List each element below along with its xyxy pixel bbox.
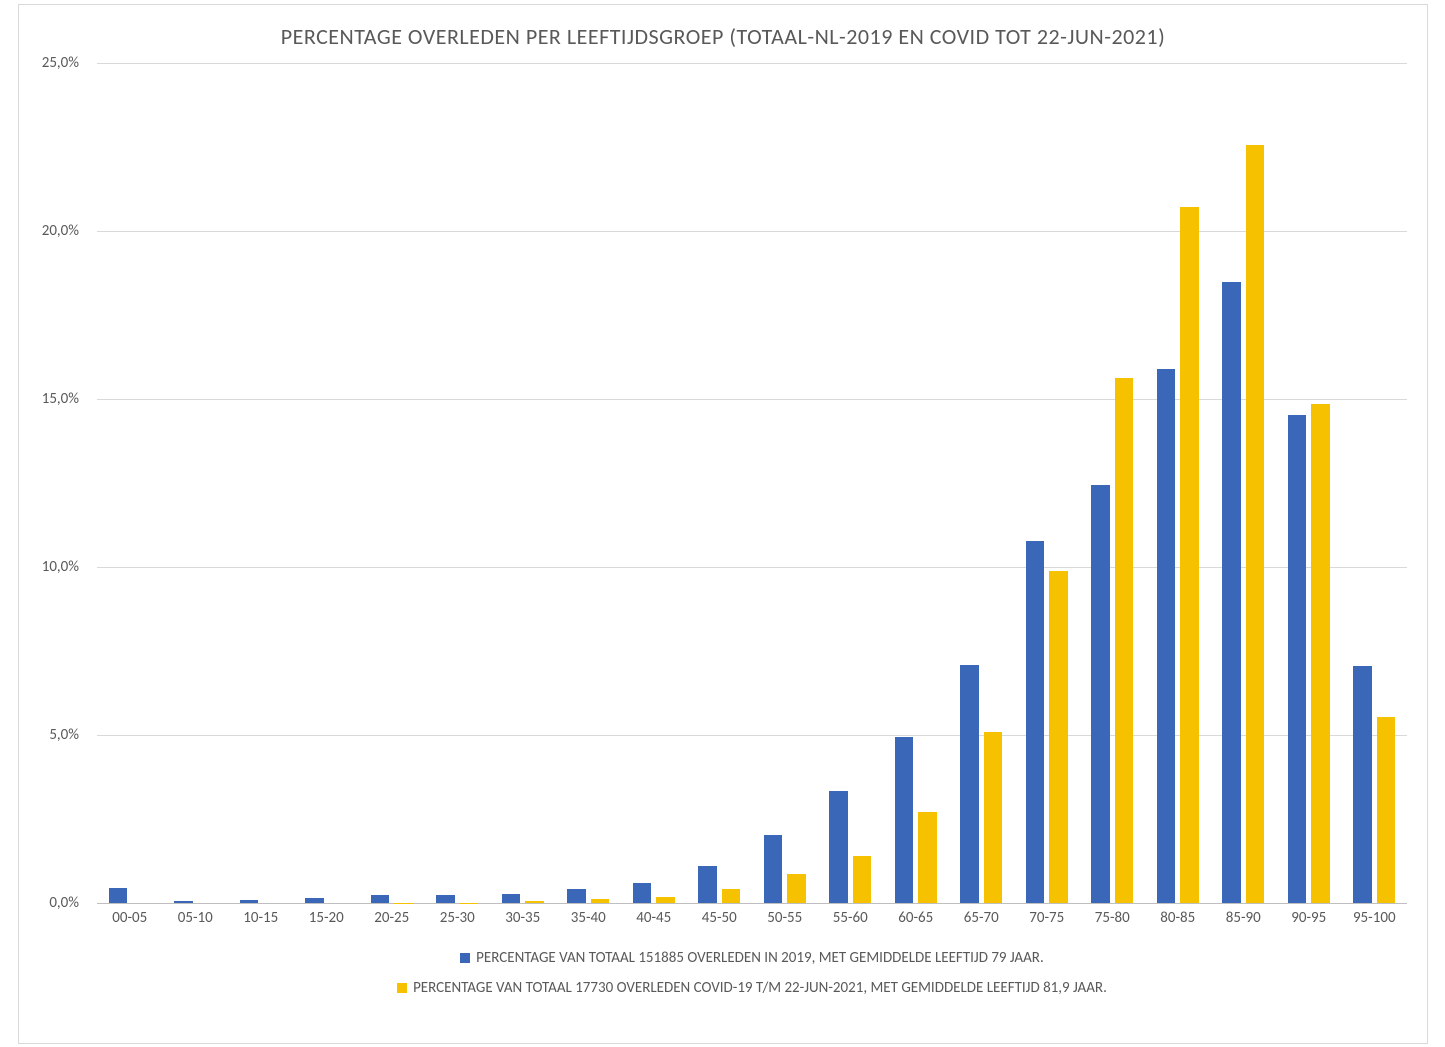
- x-tick-label: 05-10: [178, 909, 213, 927]
- bar-series2: [1311, 404, 1329, 903]
- legend-swatch: [460, 953, 470, 963]
- chart-container: PERCENTAGE OVERLEDEN PER LEEFTIJDSGROEP …: [18, 4, 1428, 1044]
- bar-series1: [240, 900, 258, 903]
- x-tick-label: 20-25: [374, 909, 409, 927]
- bar-series2: [918, 812, 936, 903]
- y-axis-labels: 0,0%5,0%10,0%15,0%20,0%25,0%: [19, 63, 89, 903]
- x-tick-label: 65-70: [964, 909, 999, 927]
- bar-series1: [764, 835, 782, 903]
- bar-series1: [1091, 485, 1109, 903]
- legend-item: PERCENTAGE VAN TOTAAL 151885 OVERLEDEN I…: [97, 949, 1407, 967]
- legend-label: PERCENTAGE VAN TOTAAL 151885 OVERLEDEN I…: [476, 949, 1044, 967]
- x-tick-label: 40-45: [636, 909, 671, 927]
- axis-baseline: [97, 903, 1407, 904]
- bar-series1: [174, 901, 192, 903]
- bar-series2: [656, 897, 674, 903]
- bar-series2: [722, 889, 740, 903]
- x-tick-label: 60-65: [898, 909, 933, 927]
- y-tick-label: 0,0%: [49, 894, 79, 912]
- legend: PERCENTAGE VAN TOTAAL 151885 OVERLEDEN I…: [97, 949, 1407, 1009]
- bar-series2: [1115, 378, 1133, 903]
- bar-series1: [371, 895, 389, 903]
- bar-series1: [829, 791, 847, 903]
- bar-series2: [1049, 571, 1067, 903]
- x-tick-label: 55-60: [833, 909, 868, 927]
- bar-series2: [984, 732, 1002, 903]
- bar-series2: [1246, 145, 1264, 903]
- x-tick-label: 00-05: [112, 909, 147, 927]
- x-tick-label: 15-20: [309, 909, 344, 927]
- x-tick-label: 35-40: [571, 909, 606, 927]
- legend-swatch: [397, 983, 407, 993]
- bar-series1: [1026, 541, 1044, 903]
- bars-layer: [97, 63, 1407, 903]
- x-axis-labels: 00-05 05-10 10-15 15-20 20-25 25-30 30-35 35-40…: [97, 909, 1407, 933]
- chart-title: PERCENTAGE OVERLEDEN PER LEEFTIJDSGROEP …: [19, 5, 1427, 60]
- bar-series1: [1222, 282, 1240, 903]
- bar-series1: [305, 898, 323, 903]
- x-tick-label: 70-75: [1029, 909, 1064, 927]
- bar-series1: [960, 665, 978, 903]
- legend-item: PERCENTAGE VAN TOTAAL 17730 OVERLEDEN CO…: [97, 979, 1407, 997]
- bar-series2: [853, 856, 871, 903]
- y-tick-label: 5,0%: [49, 726, 79, 744]
- bar-series1: [633, 883, 651, 903]
- bar-series1: [895, 737, 913, 903]
- bar-series1: [1288, 415, 1306, 903]
- y-tick-label: 15,0%: [42, 390, 79, 408]
- y-tick-label: 25,0%: [42, 54, 79, 72]
- y-tick-label: 20,0%: [42, 222, 79, 240]
- legend-label: PERCENTAGE VAN TOTAAL 17730 OVERLEDEN CO…: [413, 979, 1107, 997]
- bar-series2: [787, 874, 805, 903]
- bar-series1: [109, 888, 127, 903]
- x-tick-label: 25-30: [440, 909, 475, 927]
- bar-series2: [1180, 207, 1198, 903]
- bar-series2: [1377, 717, 1395, 903]
- bar-series1: [436, 895, 454, 903]
- x-tick-label: 45-50: [702, 909, 737, 927]
- bar-series1: [1157, 369, 1175, 903]
- x-tick-label: 85-90: [1226, 909, 1261, 927]
- bar-series1: [567, 889, 585, 903]
- x-tick-label: 50-55: [767, 909, 802, 927]
- bar-series2: [525, 901, 543, 903]
- x-tick-label: 75-80: [1095, 909, 1130, 927]
- bar-series2: [591, 899, 609, 903]
- bar-series1: [1353, 666, 1371, 903]
- x-tick-label: 80-85: [1160, 909, 1195, 927]
- x-tick-label: 30-35: [505, 909, 540, 927]
- plot-area: [97, 63, 1407, 903]
- bar-series1: [698, 866, 716, 903]
- x-tick-label: 95-100: [1353, 909, 1396, 927]
- y-tick-label: 10,0%: [42, 558, 79, 576]
- bar-series1: [502, 894, 520, 903]
- x-tick-label: 90-95: [1291, 909, 1326, 927]
- x-tick-label: 10-15: [243, 909, 278, 927]
